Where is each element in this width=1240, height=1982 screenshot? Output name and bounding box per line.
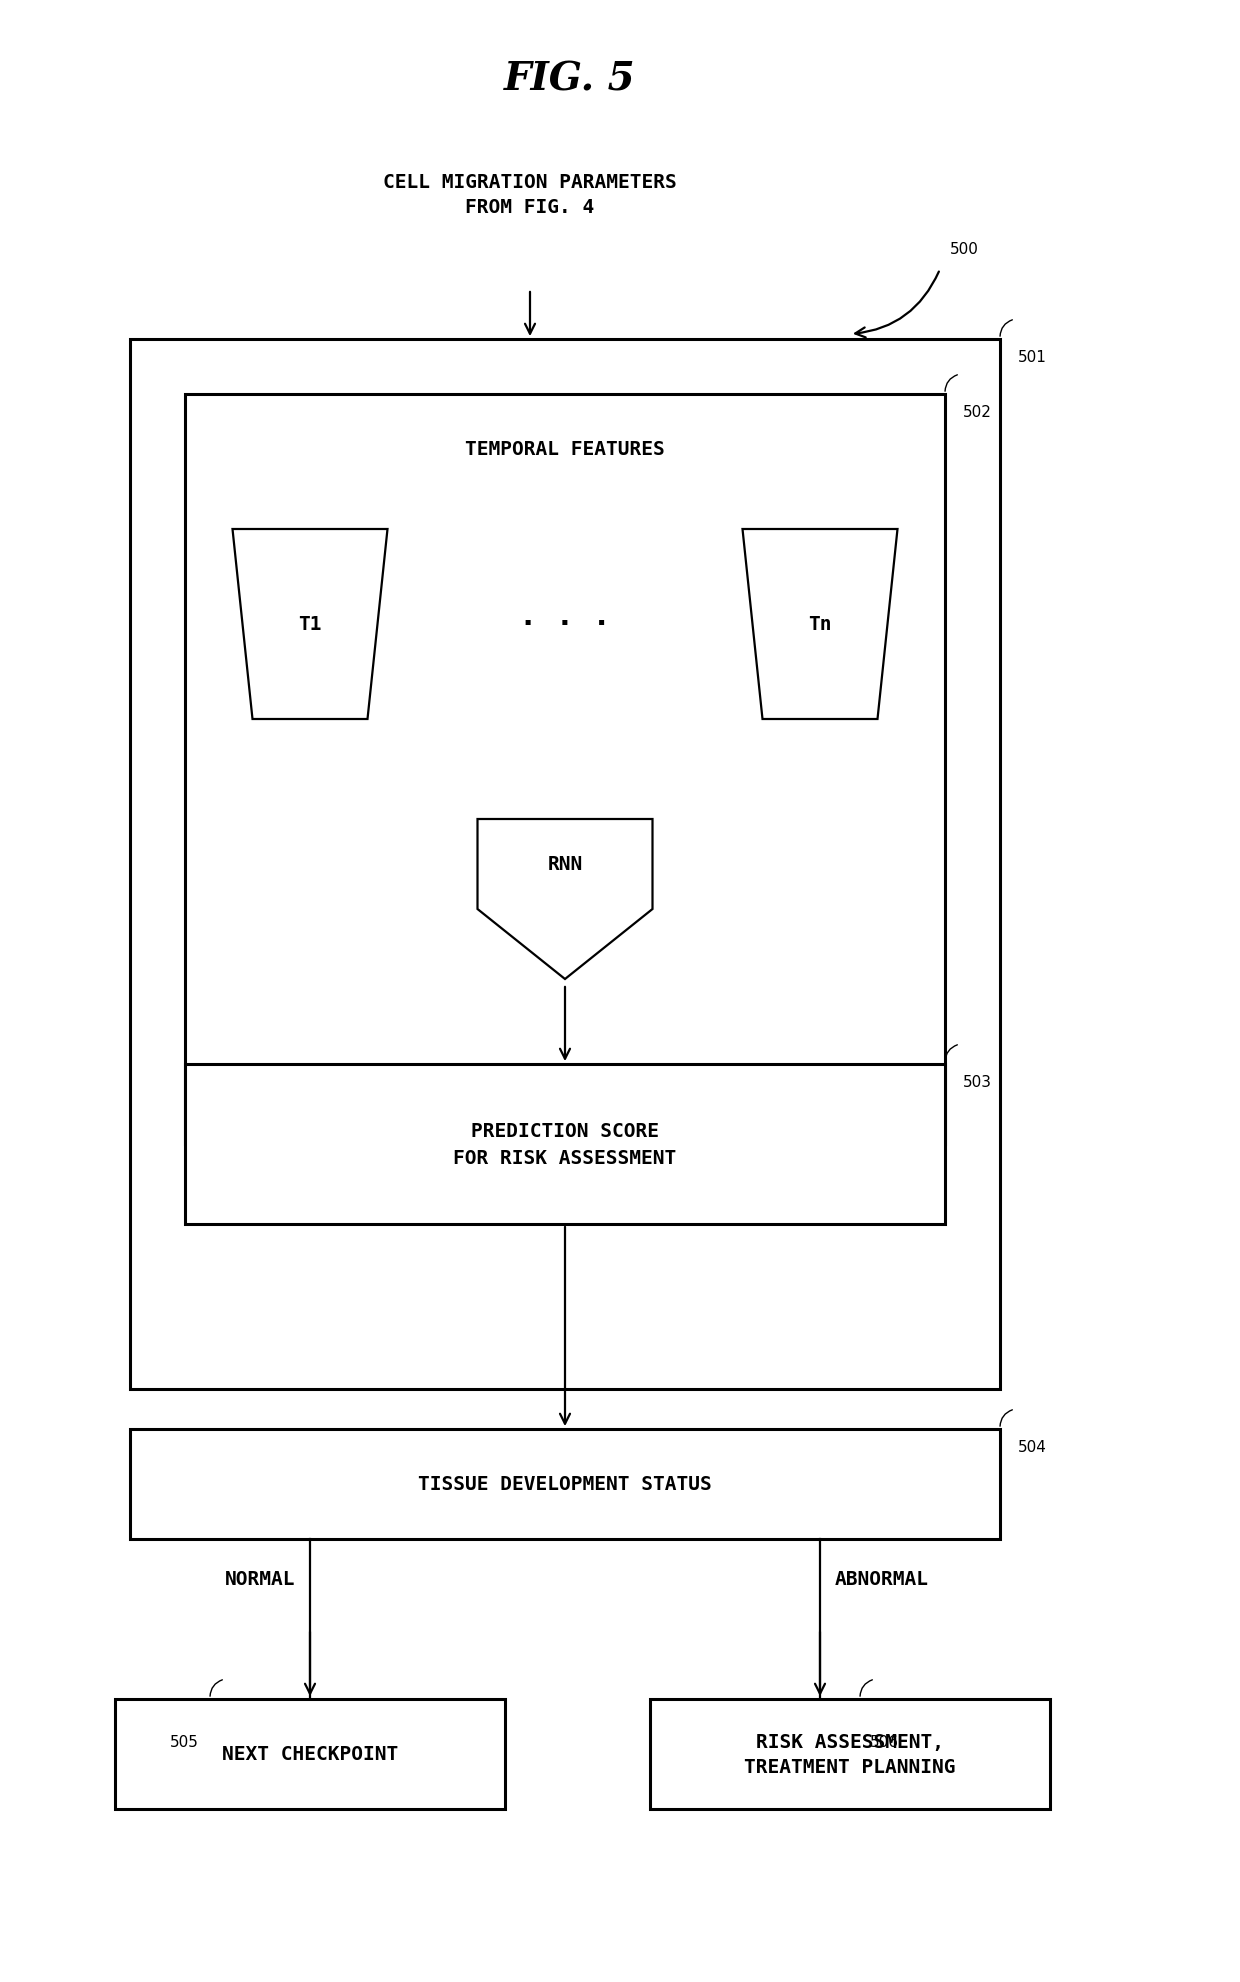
Text: RNN: RNN (547, 854, 583, 874)
Polygon shape (477, 821, 652, 979)
Bar (130, 339, 999, 1389)
Text: NORMAL: NORMAL (224, 1570, 295, 1590)
Text: 502: 502 (963, 404, 992, 420)
Text: NEXT CHECKPOINT: NEXT CHECKPOINT (222, 1744, 398, 1764)
Text: Tn: Tn (808, 614, 832, 634)
Text: T1: T1 (299, 614, 321, 634)
Text: TISSUE DEVELOPMENT STATUS: TISSUE DEVELOPMENT STATUS (418, 1475, 712, 1494)
Text: 503: 503 (963, 1074, 992, 1090)
Polygon shape (233, 529, 387, 719)
Text: 500: 500 (950, 242, 978, 258)
Polygon shape (743, 529, 898, 719)
Bar (650, 1699, 1050, 1810)
Bar (185, 1064, 945, 1225)
Bar (115, 1699, 505, 1810)
Text: 506: 506 (870, 1734, 899, 1750)
Text: 501: 501 (1018, 351, 1047, 365)
Text: · · ·: · · · (520, 610, 611, 638)
Text: TEMPORAL FEATURES: TEMPORAL FEATURES (465, 440, 665, 460)
Bar (185, 394, 945, 1144)
Text: ABNORMAL: ABNORMAL (835, 1570, 929, 1590)
Text: 504: 504 (1018, 1439, 1047, 1455)
Text: RISK ASSESSMENT,
TREATMENT PLANNING: RISK ASSESSMENT, TREATMENT PLANNING (744, 1732, 956, 1776)
Text: PREDICTION SCORE
FOR RISK ASSESSMENT: PREDICTION SCORE FOR RISK ASSESSMENT (454, 1122, 677, 1167)
Text: 505: 505 (170, 1734, 198, 1750)
Bar (130, 1429, 999, 1540)
Text: FIG. 5: FIG. 5 (505, 61, 636, 99)
Text: CELL MIGRATION PARAMETERS
FROM FIG. 4: CELL MIGRATION PARAMETERS FROM FIG. 4 (383, 172, 677, 216)
